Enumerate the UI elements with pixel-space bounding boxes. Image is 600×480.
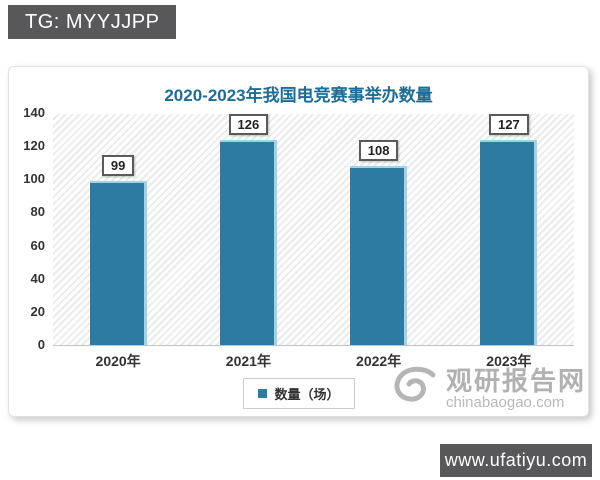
- watermark: 观研报告网 chinabaogao.com: [389, 366, 586, 413]
- bar-value-label: 108: [358, 140, 399, 162]
- x-tick-label: 2022年: [356, 353, 402, 369]
- bar-value-label: 127: [489, 114, 529, 135]
- y-tick-label: 20: [30, 303, 45, 319]
- swirl-icon: [389, 366, 441, 413]
- bar-cell: 108: [314, 114, 444, 345]
- legend: 数量（场）: [242, 378, 355, 409]
- watermark-domain: chinabaogao.com: [445, 394, 565, 412]
- bar: [219, 140, 277, 345]
- x-axis: 2020年 2021年 2022年 2023年: [53, 351, 574, 371]
- y-tick-label: 140: [23, 105, 45, 120]
- chart-title: 2020-2023年我国电竞赛事举办数量: [164, 86, 433, 105]
- bar: [350, 166, 408, 345]
- telegram-banner: TG: MYYJJPP: [8, 5, 177, 39]
- chart-card: 2020-2023年我国电竞赛事举办数量 0 20 40 60 80 100 120 140 …: [8, 66, 589, 417]
- website-banner: www.ufatiyu.com: [440, 444, 592, 477]
- bar-cell: 99: [53, 114, 183, 345]
- legend-swatch-icon: [257, 389, 267, 398]
- plot-area: 99 126 108 127: [53, 114, 574, 346]
- telegram-banner-text: TG: MYYJJPP: [25, 10, 160, 33]
- x-tick-label: 2020年: [95, 353, 141, 369]
- website-banner-text: www.ufatiyu.com: [444, 450, 588, 470]
- x-tick-label: 2021年: [225, 353, 271, 369]
- y-tick-label: 80: [30, 204, 45, 220]
- y-tick-label: 100: [23, 171, 45, 187]
- watermark-name: 观研报告网: [445, 365, 586, 396]
- bar-value-label: 126: [228, 114, 269, 135]
- y-tick-label: 60: [30, 237, 45, 253]
- bar: [89, 180, 147, 345]
- bar-value-label: 99: [101, 154, 135, 176]
- y-tick-label: 40: [30, 270, 45, 286]
- bar-cell: 127: [444, 114, 574, 345]
- y-tick-label: 0: [37, 337, 45, 352]
- bar: [480, 140, 538, 345]
- bar-cell: 126: [183, 114, 313, 345]
- legend-label: 数量（场）: [274, 387, 340, 402]
- x-tick-label: 2023年: [486, 353, 532, 369]
- y-tick-label: 120: [23, 138, 45, 154]
